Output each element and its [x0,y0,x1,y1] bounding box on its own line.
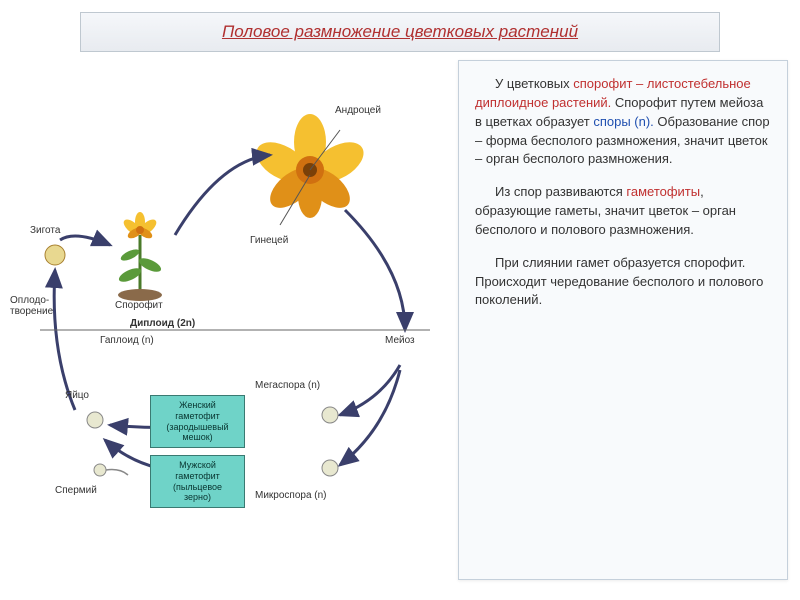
label-sperm: Спермий [55,485,97,496]
label-haploid: Гаплоид (n) [100,335,154,346]
paragraph-1: У цветковых спорофит – листостебельное д… [475,75,771,169]
label-fertilization: Оплодо-творение [10,295,65,317]
label-gynecey: Гинецей [250,235,288,246]
header-bar: Половое размножение цветковых растений [80,12,720,52]
label-egg: Яйцо [65,390,89,401]
box-female-gametophyte: Женскийгаметофит(зародышевыймешок) [150,395,245,448]
text-panel: У цветковых спорофит – листостебельное д… [458,60,788,580]
p2-red: гаметофиты [626,184,700,199]
label-meiosis: Мейоз [385,335,415,346]
box-male-gametophyte: Мужскойгаметофит(пыльцевоезерно) [150,455,245,508]
label-zygote: Зигота [30,225,60,236]
paragraph-2: Из спор развиваются гаметофиты, образующ… [475,183,771,240]
p1-pre: У цветковых [495,76,573,91]
label-microspore: Микроспора (n) [255,490,327,501]
lifecycle-diagram: Андроцей Гинецей Зигота Оплодо-творение … [10,70,450,580]
label-megaspore: Мегаспора (n) [255,380,320,391]
page-title: Половое размножение цветковых растений [222,22,578,42]
label-sporophyte: Спорофит [115,300,163,311]
paragraph-3: При слиянии гамет образуется спорофит. П… [475,254,771,311]
label-diploid: Диплоид (2n) [130,318,195,329]
p1-blue: споры (n). [593,114,653,129]
label-androcey: Андроцей [335,105,381,116]
p2-pre: Из спор развиваются [495,184,626,199]
